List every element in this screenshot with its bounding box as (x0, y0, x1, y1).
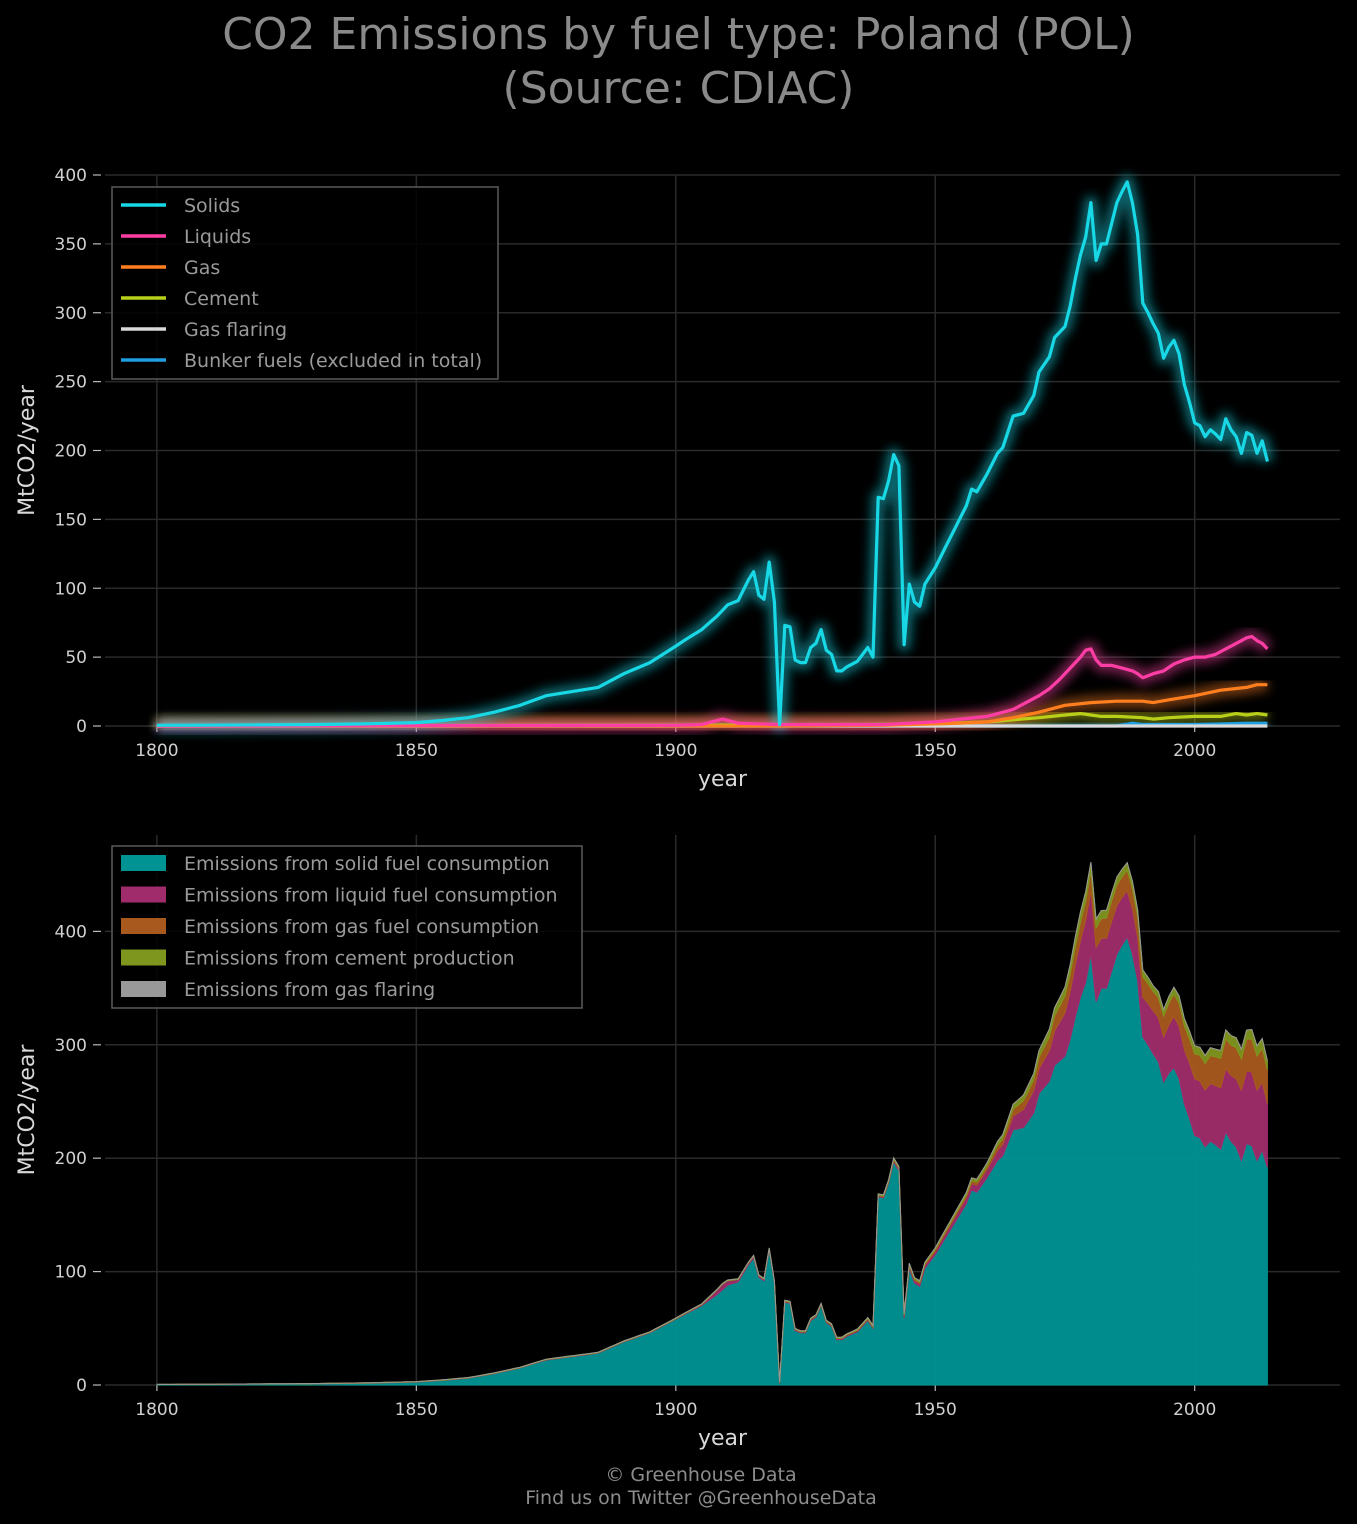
bottom-ytick-label: 200 (55, 1149, 87, 1169)
legend-frame (111, 845, 583, 1009)
footer-twitter: Find us on Twitter @GreenhouseData (525, 1487, 877, 1509)
top-ytick-label: 300 (55, 304, 87, 324)
top-ytick-label: 0 (76, 717, 87, 737)
bottom-yaxis-label: MtCO2/year (15, 1044, 40, 1176)
legend-swatch (121, 886, 166, 903)
chart-title-line-2: (Source: CDIAC) (502, 63, 855, 114)
legend-entry: Emissions from liquid fuel consumption (184, 885, 558, 907)
top-xtick-label: 2000 (1173, 741, 1216, 761)
bottom-xtick-label: 1800 (135, 1400, 178, 1420)
top-xtick-label: 1800 (135, 741, 178, 761)
top-ytick-label: 150 (55, 510, 87, 530)
bottom-ytick-label: 100 (55, 1263, 87, 1283)
chart-title: CO2 Emissions by fuel type: Poland (POL)… (0, 8, 1357, 116)
footer-copyright: © Greenhouse Data (605, 1464, 797, 1486)
bottom-xtick-label: 1850 (395, 1400, 438, 1420)
stacked-area-chart-panel: 1800 1850 1900 1950 2000 0 100 200 300 400 year MtC… (15, 835, 1340, 1451)
top-ytick-label: 400 (55, 166, 87, 186)
legend-entry: Gas flaring (184, 319, 287, 341)
legend-swatch (121, 918, 166, 934)
legend-entry: Emissions from gas flaring (184, 979, 435, 1001)
top-xtick-label: 1900 (654, 741, 697, 761)
bottom-ytick-label: 400 (55, 922, 87, 942)
line-chart-panel: 1800 1850 1900 1950 2000 0 50 100 150 200 250 300 35… (15, 166, 1340, 792)
footer: © Greenhouse Data Find us on Twitter @Gr… (0, 1464, 1357, 1510)
legend-swatch (121, 855, 166, 871)
legend-entry: Bunker fuels (excluded in total) (184, 350, 482, 372)
area-layer (156, 861, 1268, 1386)
bottom-ytick-label: 0 (76, 1376, 87, 1396)
top-ytick-label: 200 (55, 442, 87, 462)
top-xtick-label: 1950 (914, 741, 957, 761)
legend-entry: Solids (184, 195, 240, 217)
top-ytick-label: 100 (55, 579, 87, 599)
top-ytick-label: 50 (65, 648, 87, 668)
top-ytick-label: 250 (55, 373, 87, 393)
series-line-liquids (156, 634, 1269, 728)
legend-entry: Gas (184, 257, 220, 279)
chart-title-line-1: CO2 Emissions by fuel type: Poland (POL) (222, 9, 1135, 60)
legend-entry: Cement (184, 288, 259, 310)
legend-entry: Emissions from cement production (184, 948, 515, 970)
legend-swatch (121, 981, 166, 997)
series-line-solids (156, 180, 1269, 727)
top-xtick-label: 1850 (395, 741, 438, 761)
bottom-xtick-label: 1950 (914, 1400, 957, 1420)
legend-top: Solids Liquids Gas Cement Gas flaring Bunker … (111, 186, 499, 380)
legend-entry: Emissions from gas fuel consumption (184, 916, 539, 938)
legend-entry: Liquids (184, 226, 251, 248)
bottom-xaxis-label: year (698, 1426, 748, 1451)
line-layer (156, 180, 1269, 728)
top-yaxis-label: MtCO2/year (15, 384, 40, 516)
top-ytick-label: 350 (55, 235, 87, 255)
series-line-gas (156, 683, 1268, 728)
bottom-ytick-label: 300 (55, 1036, 87, 1056)
area-emissions-from-gas-flaring (156, 861, 1268, 1385)
top-xaxis-label: year (698, 767, 748, 792)
legend-frame (111, 186, 499, 380)
legend-swatch (121, 949, 166, 966)
legend-entry: Emissions from solid fuel consumption (184, 853, 550, 875)
bottom-xtick-label: 2000 (1173, 1400, 1216, 1420)
bottom-xtick-label: 1900 (654, 1400, 697, 1420)
legend-bottom: Emissions from solid fuel consumption Emi… (111, 845, 583, 1009)
